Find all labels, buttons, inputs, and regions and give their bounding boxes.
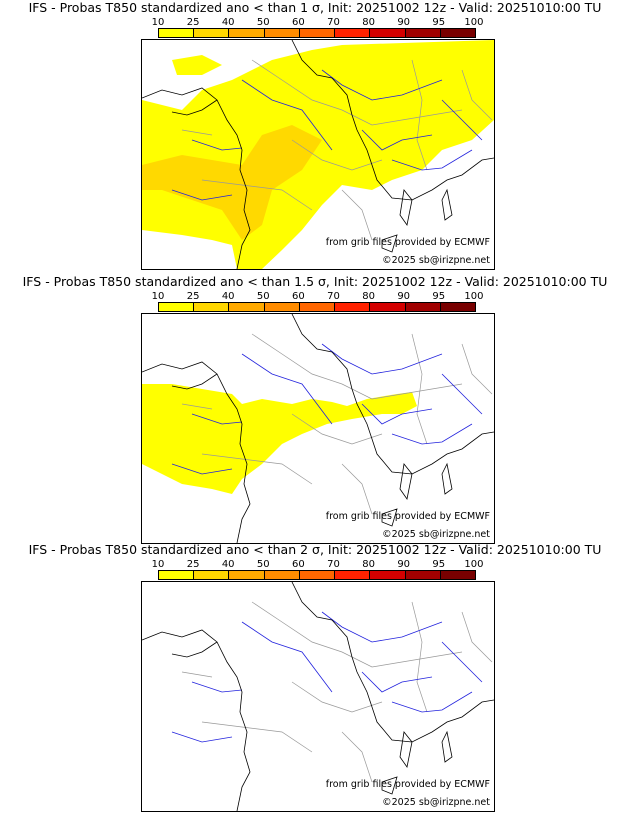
borders	[181, 333, 493, 515]
colorbar-tick: 40	[221, 17, 235, 28]
colorbar-tick: 80	[362, 17, 375, 28]
colorbar-segment	[405, 571, 441, 579]
source-credit: from grib files provided by ECMWF	[325, 779, 490, 790]
colorbar-tick: 25	[186, 17, 200, 28]
colorbar-ticks: 10 25 40 50 60 70 80 90 95 100	[152, 17, 484, 29]
forecast-panel: IFS - Probas T850 standardized ano < tha…	[0, 274, 630, 544]
colorbar-segment	[440, 29, 475, 37]
colorbar-ticks: 10 25 40 50 60 70 80 90 95 100	[152, 291, 484, 303]
rivers	[171, 69, 483, 201]
copyright-credit: ©2025 sb@irizpne.net	[382, 797, 490, 808]
colorbar-tick: 60	[292, 559, 305, 570]
colorbar	[158, 570, 476, 580]
colorbar-segment	[264, 303, 300, 311]
colorbar-tick: 90	[397, 291, 411, 302]
forecast-panel: IFS - Probas T850 standardized ano < tha…	[0, 0, 630, 270]
copyright-credit: ©2025 sb@irizpne.net	[382, 255, 490, 266]
colorbar-segment	[370, 571, 406, 579]
colorbar-tick: 70	[327, 17, 340, 28]
colorbar-tick: 60	[292, 17, 305, 28]
colorbar-tick: 95	[432, 17, 446, 28]
coastline	[142, 582, 494, 811]
colorbar-segment	[440, 571, 475, 579]
probability-area-25-40	[142, 125, 322, 240]
colorbar-tick: 90	[397, 559, 411, 570]
forecast-panel: IFS - Probas T850 standardized ano < tha…	[0, 542, 630, 812]
source-credit: from grib files provided by ECMWF	[325, 237, 490, 248]
colorbar-tick: 50	[256, 17, 270, 28]
source-credit: from grib files provided by ECMWF	[325, 511, 490, 522]
colorbar-segment	[335, 571, 371, 579]
colorbar-tick: 10	[151, 291, 165, 302]
colorbar-segment	[440, 303, 475, 311]
colorbar-segment	[299, 303, 336, 311]
probability-area-10-25	[142, 384, 417, 494]
colorbar-tick: 70	[327, 559, 340, 570]
coastline	[142, 40, 494, 269]
colorbar-tick: 80	[362, 559, 375, 570]
colorbar-tick: 80	[362, 291, 375, 302]
colorbar-tick: 10	[151, 17, 165, 28]
colorbar-segment	[335, 303, 371, 311]
colorbar-segment	[229, 571, 265, 579]
colorbar-tick: 100	[464, 291, 484, 302]
borders	[181, 601, 493, 783]
probability-map: from grib files provided by ECMWF ©2025 …	[141, 39, 495, 270]
colorbar-segment	[370, 29, 406, 37]
coastline	[142, 314, 494, 543]
colorbar-tick: 100	[464, 17, 484, 28]
colorbar-segment	[264, 29, 300, 37]
colorbar	[158, 302, 476, 312]
colorbar-segment	[159, 571, 195, 579]
copyright-credit: ©2025 sb@irizpne.net	[382, 529, 490, 540]
colorbar-segment	[370, 303, 406, 311]
probability-map: from grib files provided by ECMWF ©2025 …	[141, 313, 495, 544]
colorbar-tick: 40	[221, 559, 235, 570]
colorbar-tick: 70	[327, 291, 340, 302]
colorbar-ticks: 10 25 40 50 60 70 80 90 95 100	[152, 559, 484, 571]
colorbar-tick: 50	[256, 291, 270, 302]
colorbar-segment	[405, 29, 441, 37]
colorbar-segment	[159, 29, 195, 37]
colorbar	[158, 28, 476, 38]
colorbar-segment	[405, 303, 441, 311]
colorbar-tick: 60	[292, 291, 305, 302]
colorbar-segment	[194, 29, 230, 37]
colorbar-tick: 40	[221, 291, 235, 302]
panel-title: IFS - Probas T850 standardized ano < tha…	[28, 542, 602, 557]
rivers	[171, 343, 483, 475]
colorbar-segment	[299, 571, 336, 579]
colorbar-segment	[299, 29, 336, 37]
colorbar-segment	[335, 29, 371, 37]
colorbar-tick: 95	[432, 291, 446, 302]
colorbar-segment	[264, 571, 300, 579]
colorbar-tick: 100	[464, 559, 484, 570]
colorbar-segment	[159, 303, 195, 311]
colorbar-segment	[229, 29, 265, 37]
panel-title: IFS - Probas T850 standardized ano < tha…	[28, 0, 602, 15]
colorbar-segment	[194, 303, 230, 311]
colorbar-tick: 50	[256, 559, 270, 570]
colorbar-segment	[194, 571, 230, 579]
colorbar-tick: 90	[397, 17, 411, 28]
colorbar-tick: 10	[151, 559, 165, 570]
colorbar-tick: 25	[186, 291, 200, 302]
colorbar-tick: 95	[432, 559, 446, 570]
probability-area-10-25	[142, 40, 494, 269]
panel-title: IFS - Probas T850 standardized ano < tha…	[22, 274, 608, 289]
rivers	[171, 611, 483, 743]
colorbar-segment	[229, 303, 265, 311]
borders	[181, 59, 493, 241]
probability-map: from grib files provided by ECMWF ©2025 …	[141, 581, 495, 812]
colorbar-tick: 25	[186, 559, 200, 570]
